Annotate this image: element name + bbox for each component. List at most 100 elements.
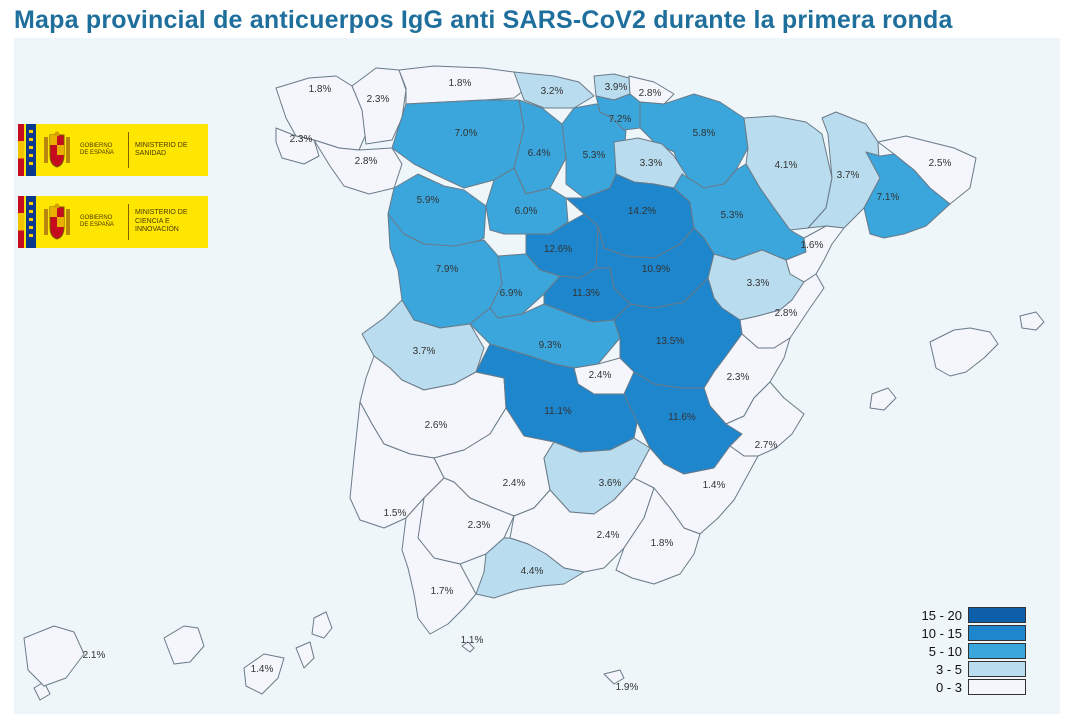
legend-label: 5 - 10 [928,643,962,659]
province-shape [275,127,320,165]
provinces-layer [23,65,1045,701]
province-shape [243,653,285,695]
ministerio-text: MINISTERIO DE CIENCIA E INNOVACIÓN [135,209,188,234]
legend-item: 10 - 15 [902,624,1026,642]
province-value-label: 1.4% [703,480,726,491]
province-shape [275,75,367,151]
province-value-label: 1.8% [449,78,472,89]
province-shape [489,253,561,319]
island-shape [1019,311,1045,331]
province-value-label: 4.1% [775,160,798,171]
gobierno-text: GOBIERNO DE ESPAÑA [80,143,114,156]
province-shape [603,669,625,685]
province-shape [485,167,569,235]
coat-of-arms-icon [44,203,70,240]
province-value-label: 2.5% [929,158,952,169]
province-value-label: 3.2% [541,86,564,97]
province-value-label: 2.3% [468,520,491,531]
island-shape [33,681,51,701]
province-value-label: 1.7% [431,586,454,597]
island-shape [869,387,897,411]
legend-item: 5 - 10 [902,642,1026,660]
province-value-label: 2.1% [83,650,106,661]
province-value-label: 7.9% [436,264,459,275]
province-value-label: 3.3% [747,278,770,289]
province-shape [475,537,585,599]
legend-label: 0 - 3 [935,679,962,695]
province-shape [313,139,403,195]
gobierno-text: GOBIERNO DE ESPAÑA [80,215,114,228]
legend-item: 3 - 5 [902,660,1026,678]
province-shape [863,151,951,239]
province-value-label: 5.3% [583,150,606,161]
legend-swatch [968,643,1026,659]
province-value-label: 1.1% [461,635,484,646]
province-value-label: 1.6% [801,240,824,251]
ministerio-text: MINISTERIO DE SANIDAD [135,141,188,158]
province-value-label: 1.4% [251,664,274,675]
eu-flag-icon [26,196,36,248]
island-shape [929,327,999,377]
province-value-label: 2.7% [755,440,778,451]
legend-label: 3 - 5 [935,661,962,677]
province-shape [398,65,525,105]
province-shape [401,497,477,635]
province-value-label: 1.5% [384,508,407,519]
province-value-label: 14.2% [628,206,656,217]
province-value-label: 13.5% [656,336,684,347]
province-value-label: 7.2% [609,114,632,125]
province-value-label: 1.9% [616,682,639,693]
province-value-label: 11.6% [668,412,696,423]
legend-label: 10 - 15 [921,625,962,641]
legend-swatch [968,625,1026,641]
province-value-label: 5.8% [693,128,716,139]
legend-swatch [968,661,1026,677]
province-value-label: 10.9% [642,264,670,275]
province-shape [513,71,595,109]
labels-layer: 1.8% 2.3% 1.8% 3.2% 3.9% 2.8% 2.3% 2.8% 7.0% 6.4%… [83,78,952,693]
legend: 15 - 20 10 - 15 5 - 10 3 - 5 0 - 3 [902,606,1026,696]
province-value-label: 3.7% [837,170,860,181]
province-value-label: 5.3% [721,210,744,221]
province-value-label: 3.7% [413,346,436,357]
province-shape [461,641,475,653]
province-value-label: 2.4% [503,478,526,489]
map-panel: GOBIERNO DE ESPAÑA MINISTERIO DE SANIDAD… [14,38,1060,714]
logo-ministerio-ciencia: GOBIERNO DE ESPAÑA MINISTERIO DE CIENCIA… [18,196,208,248]
legend-swatch [968,607,1026,623]
island-shape [163,625,205,665]
province-value-label: 2.3% [290,134,313,145]
legend-item: 0 - 3 [902,678,1026,696]
province-value-label: 5.9% [417,195,440,206]
province-value-label: 9.3% [539,340,562,351]
province-value-label: 2.3% [367,94,390,105]
province-value-label: 6.4% [528,148,551,159]
province-value-label: 2.4% [597,530,620,541]
province-shape [615,487,701,585]
eu-flag-icon [26,124,36,176]
province-shape [513,99,567,195]
province-value-label: 7.1% [877,192,900,203]
province-value-label: 1.8% [309,84,332,95]
map-title: Mapa provincial de anticuerpos IgG anti … [14,6,953,34]
legend-swatch [968,679,1026,695]
island-shape [311,611,333,639]
logo-ministerio-sanidad: GOBIERNO DE ESPAÑA MINISTERIO DE SANIDAD [18,124,208,176]
province-value-label: 11.3% [572,288,600,299]
coat-of-arms-icon [44,131,70,168]
island-shape [295,641,315,669]
spain-flag-icon [18,124,24,176]
province-value-label: 2.6% [425,420,448,431]
province-shape [23,625,85,687]
legend-label: 15 - 20 [921,607,962,623]
province-value-label: 2.8% [775,308,798,319]
spain-choropleth-map: 1.8% 2.3% 1.8% 3.2% 3.9% 2.8% 2.3% 2.8% 7.0% 6.4%… [23,65,1045,701]
province-value-label: 6.0% [515,206,538,217]
province-value-label: 6.9% [500,288,523,299]
province-value-label: 2.8% [355,156,378,167]
province-value-label: 2.4% [589,370,612,381]
legend-item: 15 - 20 [902,606,1026,624]
province-value-label: 7.0% [455,128,478,139]
province-value-label: 12.6% [544,244,572,255]
spain-flag-icon [18,196,24,248]
